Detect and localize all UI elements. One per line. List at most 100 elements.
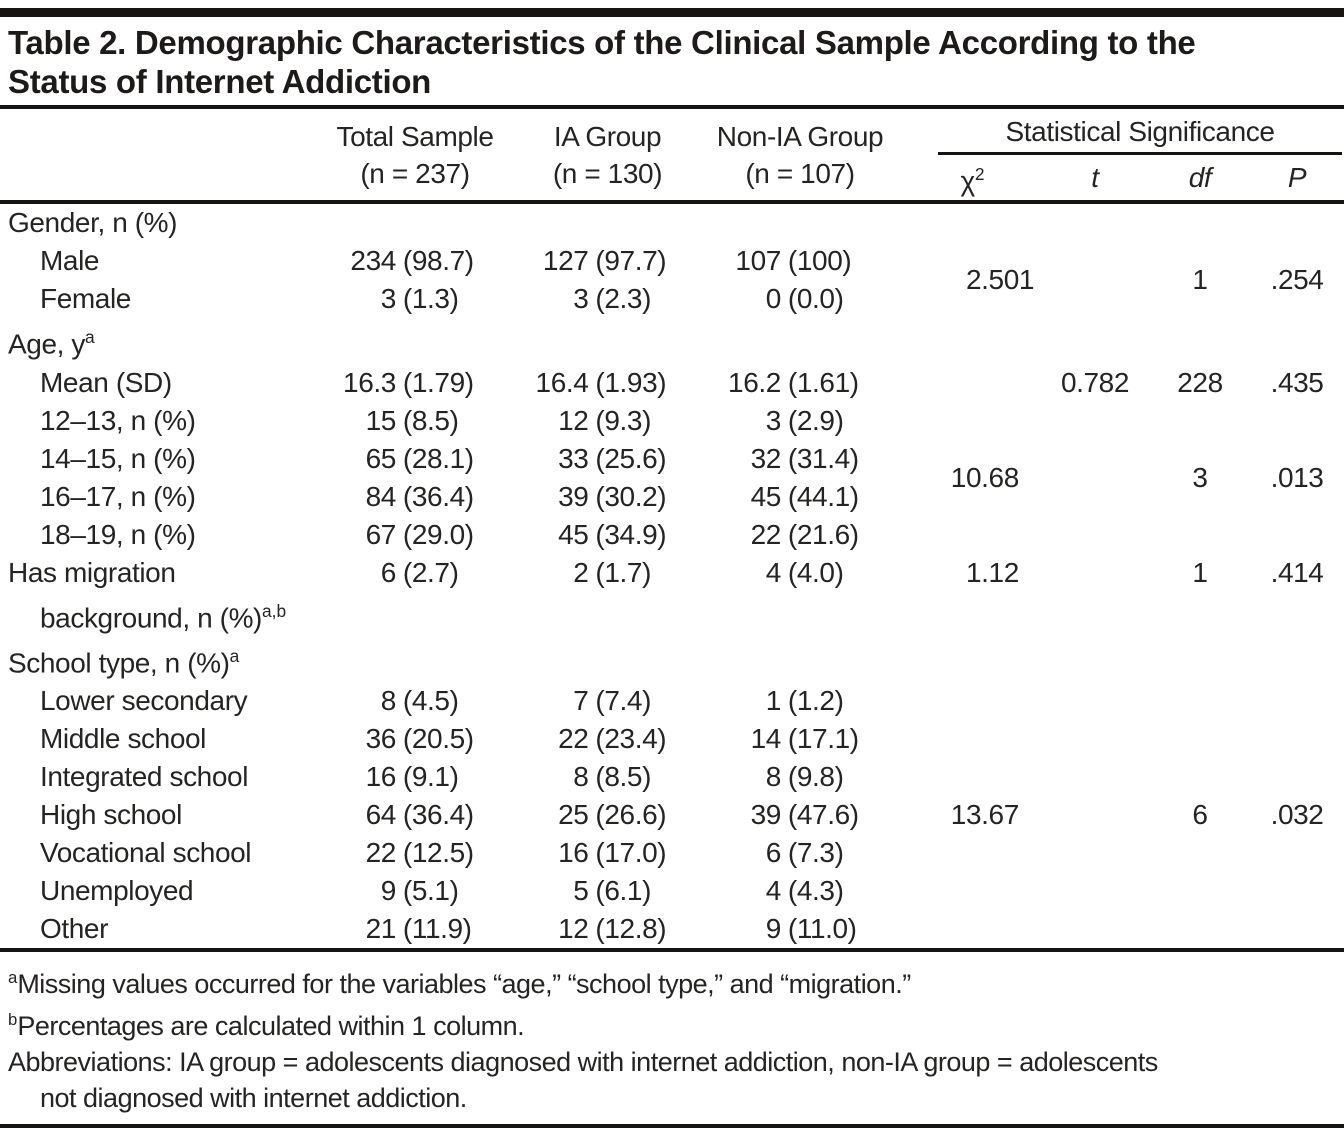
cell-empty [310,318,520,363]
count: 22 [365,837,397,869]
count: 14 [750,723,782,755]
header-row-1: Total Sample (n = 237) IA Group (n = 130… [0,109,1344,205]
percent: (9.1) [402,761,459,793]
data-row-middle-school: Middle school 36 (20.5) 22 (23.4) 14 (17.1) [0,720,1344,758]
count: 234 [350,245,396,277]
data-row-female: Female 3 (1.3) 3 (2.3) 0 (0.0) [0,280,1344,318]
cell-total: 3 (1.3) [310,280,520,318]
count: 21 [365,913,397,945]
percent: (1.3) [402,283,459,315]
cell-chi-squared: 1.12 [965,556,1019,588]
row-label: Male [40,245,100,277]
count: 16 [558,837,589,869]
count: 5 [573,875,589,907]
cell-nonia: 4 (4.0) [695,554,905,637]
cell-ia: 8 (8.5) [520,758,695,796]
data-row-age-18-19: 18–19, n (%) 67 (29.0) 45 (34.9) 22 (21.6) [0,516,1344,554]
percent: (12.5) [402,837,474,869]
count: 9 [380,875,397,907]
data-row-lower-secondary: Lower secondary 8 (4.5) 7 (7.4) 1 (1.2) 13.… [0,682,1344,830]
row-label: School type, n (%)a [8,645,240,679]
cell-t [1040,402,1150,554]
count: 25 [558,799,589,831]
cell-total: 8 (4.5) [310,682,520,720]
percent: (7.4) [595,685,651,717]
cell-empty [520,637,695,682]
total-sample-header-line2: (n = 237) [360,157,470,189]
row-label: 18–19, n (%) [40,518,196,550]
percent: (8.5) [402,404,459,436]
percent: (34.9) [595,518,667,550]
percent: (8.5) [595,761,651,793]
row-label: 16–17, n (%) [40,480,196,512]
cell-total: 22 (12.5) [310,834,520,872]
percent: (2.9) [787,404,844,436]
cell-nonia: 6 (7.3) [695,834,905,872]
data-row-high-school: High school 64 (36.4) 25 (26.6) 39 (47.6) [0,796,1344,834]
row-label: 12–13, n (%) [40,404,196,436]
cell-nonia: 107 (100) [695,242,905,280]
cell-total: 84 (36.4) [310,478,520,516]
cell-ia: 25 (26.6) [520,796,695,834]
count: 39 [750,799,782,831]
count: 8 [573,761,589,793]
cell-t [1040,554,1150,637]
cell-ia: 16.4 (1.93) [520,364,695,402]
percent: (11.9) [402,913,472,945]
cell-ia: 12 (9.3) [520,402,695,440]
ia-group-header: IA Group (n = 130) [520,109,695,205]
count: 2 [573,556,589,588]
cell-total: 15 (8.5) [310,402,520,440]
count: 39 [558,480,589,512]
row-label: High school [40,799,182,831]
cell-total: 16.3 (1.79) [310,364,520,402]
count: 16.4 [535,366,589,398]
data-row-age-16-17: 16–17, n (%) 84 (36.4) 39 (30.2) 45 (44.1) [0,478,1344,516]
cell-empty [1150,637,1250,682]
percent: (1.2) [787,685,844,717]
count: 3 [573,283,589,315]
count: 7 [573,685,589,717]
cell-ia: 16 (17.0) [520,834,695,872]
cell-ia: 45 (34.9) [520,516,695,554]
cell-ia: 127 (97.7) [520,242,695,280]
count: 22 [558,723,589,755]
percent: (17.1) [787,723,859,755]
cell-ia: 39 (30.2) [520,478,695,516]
percent: (12.8) [595,913,667,945]
count: 6 [380,556,397,588]
non-ia-group-header: Non-IA Group (n = 107) [695,109,905,205]
percent: (11.0) [787,913,857,945]
cell-nonia: 45 (44.1) [695,478,905,516]
count: 36 [365,723,397,755]
cell-ia: 5 (6.1) [520,872,695,910]
cell-empty [905,364,1040,402]
cell-ia: 33 (25.6) [520,440,695,478]
chi-squared-header: χ2 [905,155,1040,205]
cell-total: 65 (28.1) [310,440,520,478]
row-label-line1: Has migration [8,556,176,588]
cell-nonia: 8 (9.8) [695,758,905,796]
cell-nonia: 4 (4.3) [695,872,905,910]
cell-p: .254 [1270,264,1324,296]
count: 16.3 [343,366,396,398]
cell-empty [310,637,520,682]
data-row-migration-background: Has migration background, n (%)a,b 6 (2.7… [0,554,1344,637]
ia-group-header-line2: (n = 130) [552,157,663,189]
cell-ia: 22 (23.4) [520,720,695,758]
cell-empty [905,318,1040,363]
cell-nonia: 3 (2.9) [695,402,905,440]
total-sample-header: Total Sample (n = 237) [310,109,520,205]
table-end-rule [0,1124,1344,1128]
percent: (1.7) [595,556,651,588]
cell-empty [1150,202,1250,242]
row-label: Gender, n (%) [8,207,178,239]
count: 8 [765,761,782,793]
data-row-mean-sd: Mean (SD) 16.3 (1.79) 16.4 (1.93) 16.2 (1.6… [0,364,1344,402]
footnotes: aMissing values occurred for the variabl… [0,952,1344,1122]
section-row-age: Age, ya [0,318,1344,363]
percent: (23.4) [595,723,667,755]
cell-nonia: 9 (11.0) [695,910,905,948]
percent: (0.0) [787,283,844,315]
cell-df: 1 [1192,264,1208,296]
